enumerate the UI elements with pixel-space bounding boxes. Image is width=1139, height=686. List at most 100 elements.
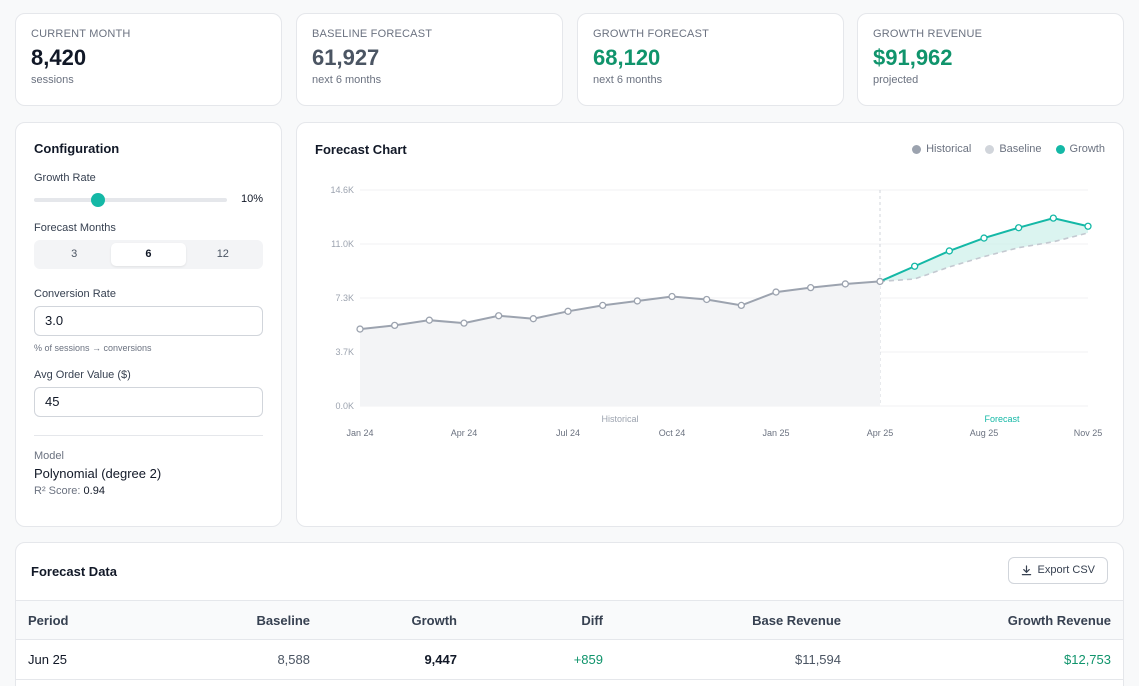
growth-point: [1049, 214, 1057, 222]
kpi-value: 61,927: [312, 45, 380, 70]
column-header-diff[interactable]: Diff: [581, 613, 603, 628]
column-header-baseline[interactable]: Baseline: [256, 613, 310, 628]
growth-point: [980, 234, 988, 242]
kpi-title: BASELINE FORECAST: [312, 28, 433, 40]
kpi-card-current-month: CURRENT MONTH 8,420 sessions: [15, 13, 282, 106]
forecast-chart-panel: Forecast Chart Historical Baseline Growt…: [296, 122, 1124, 527]
growth-rate-slider[interactable]: 10%: [34, 190, 263, 210]
historical-point: [599, 301, 607, 310]
historical-point: [633, 297, 641, 305]
forecast-data-panel: Forecast Data Export CSV Period Baseline…: [15, 542, 1124, 686]
kpi-value: $91,962: [873, 45, 953, 70]
historical-point: [876, 277, 884, 286]
cell-baseline: 8,588: [277, 652, 310, 667]
r2-score-value: 0.94: [83, 485, 105, 497]
y-tick-label: 11.0K: [331, 239, 354, 249]
forecast-region-label: Forecast: [984, 414, 1020, 424]
cell-base-revenue: $11,594: [794, 652, 841, 667]
cell-growth: 9,447: [424, 652, 457, 667]
y-tick-label: 3.7K: [335, 347, 354, 357]
kpi-card-growth-forecast: GROWTH FORECAST 68,120 next 6 months: [577, 13, 844, 106]
table-row: Jun 25 8,588 9,447 +859 $11,594 $12,753: [16, 640, 1123, 680]
legend-label: Historical: [926, 143, 972, 155]
historical-region-label: Historical: [601, 414, 638, 424]
historical-point: [495, 312, 503, 320]
slider-thumb[interactable]: [90, 193, 105, 207]
cell-period: Jun 25: [28, 652, 68, 667]
table-header: Period Baseline Growth Diff Base Revenue…: [16, 600, 1123, 640]
growth-point: [945, 247, 953, 255]
forecast-chart: 0.0K 3.7K 7.3K 11.0K 14.6K Jan 24 Apr 24 Jul 24…: [330, 185, 1103, 438]
kpi-card-growth-revenue: GROWTH REVENUE $91,962 projected: [857, 13, 1124, 106]
kpi-value: 68,120: [593, 45, 661, 70]
legend-historical: Historical: [912, 143, 971, 155]
legend-dot-baseline: [985, 144, 995, 154]
growth-band: [880, 218, 1088, 282]
model-name: Polynomial (degree 2): [34, 466, 162, 481]
x-tick-label: Jan 25: [762, 428, 789, 438]
historical-point: [668, 292, 676, 301]
legend-baseline: Baseline: [985, 143, 1042, 155]
column-header-period[interactable]: Period: [28, 613, 69, 628]
export-csv-button[interactable]: Export CSV: [1007, 557, 1108, 584]
x-tick-label: Nov 25: [1074, 428, 1103, 438]
historical-point: [841, 280, 849, 288]
divider: [34, 435, 263, 436]
r2-score: R² Score: 0.94: [34, 485, 263, 497]
historical-point: [564, 307, 572, 315]
historical-line: [359, 280, 881, 331]
cell-diff: +859: [573, 652, 603, 667]
x-tick-label: Apr 24: [451, 428, 478, 438]
slider-track[interactable]: [34, 198, 227, 202]
table-title: Forecast Data: [31, 564, 117, 579]
legend-dot-growth: [1055, 144, 1065, 154]
growth-rate-label: Growth Rate: [34, 172, 96, 184]
growth-point: [1084, 222, 1092, 230]
historical-point: [772, 288, 780, 296]
kpi-subtitle: next 6 months: [593, 74, 663, 86]
conversion-rate-hint: % of sessions → conversions: [34, 343, 152, 353]
historical-point: [529, 315, 537, 323]
historical-point: [807, 283, 815, 292]
historical-point: [356, 325, 364, 333]
historical-point: [737, 301, 745, 310]
r2-score-label: R² Score:: [34, 485, 81, 497]
configuration-title: Configuration: [34, 141, 120, 156]
forecast-months-toggle: 3 6 12: [34, 240, 263, 269]
cell-growth-revenue: $12,753: [1064, 652, 1111, 667]
avg-order-value-input[interactable]: 45: [34, 387, 263, 417]
y-tick-label: 14.6K: [330, 185, 354, 195]
model-label: Model: [34, 450, 64, 462]
growth-point: [911, 262, 919, 270]
chart-legend: Historical Baseline Growth: [912, 143, 1105, 155]
conversion-rate-input[interactable]: 3.0: [34, 306, 263, 336]
kpi-card-baseline-forecast: BASELINE FORECAST 61,927 next 6 months: [296, 13, 563, 106]
forecast-months-option-3[interactable]: 3: [71, 248, 78, 260]
forecast-months-option-6[interactable]: 6: [111, 243, 186, 266]
x-tick-label: Oct 24: [659, 428, 686, 438]
growth-rate-value: 10%: [240, 193, 263, 205]
kpi-value: 8,420: [31, 45, 87, 70]
x-tick-label: Jan 24: [346, 428, 373, 438]
kpi-title: GROWTH REVENUE: [873, 28, 983, 40]
y-tick-label: 7.3K: [335, 293, 354, 303]
column-header-growth-revenue[interactable]: Growth Revenue: [1007, 613, 1111, 628]
legend-growth: Growth: [1055, 143, 1105, 155]
x-tick-label: Aug 25: [970, 428, 999, 438]
forecast-months-label: Forecast Months: [34, 222, 116, 234]
historical-area: [360, 281, 880, 406]
kpi-subtitle: projected: [873, 74, 919, 86]
growth-point: [1015, 224, 1023, 232]
chart-title: Forecast Chart: [315, 142, 407, 157]
kpi-title: CURRENT MONTH: [31, 28, 131, 40]
x-tick-label: Jul 24: [556, 428, 580, 438]
column-header-growth[interactable]: Growth: [411, 613, 458, 628]
historical-point: [703, 295, 711, 304]
historical-point: [460, 319, 468, 327]
legend-label: Growth: [1069, 143, 1105, 155]
forecast-months-option-12[interactable]: 12: [216, 248, 229, 260]
export-csv-label: Export CSV: [1037, 564, 1095, 576]
kpi-subtitle: sessions: [31, 74, 74, 86]
historical-point: [425, 316, 433, 324]
column-header-base-revenue[interactable]: Base Revenue: [752, 613, 841, 628]
